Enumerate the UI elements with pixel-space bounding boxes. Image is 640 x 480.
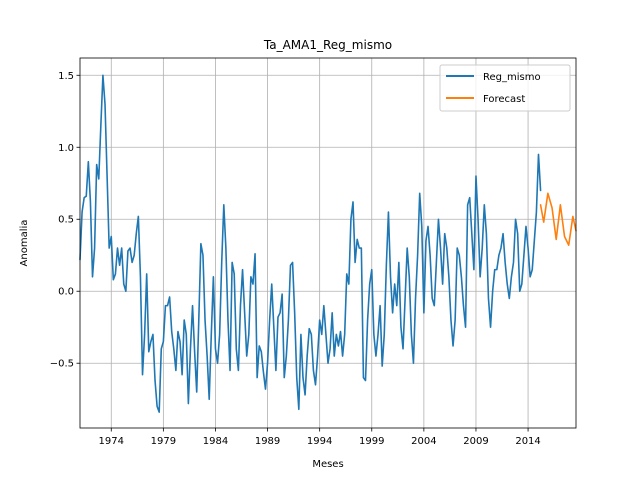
legend: Reg_mismo Forecast bbox=[439, 64, 571, 112]
y-tick-label: 0.0 bbox=[58, 287, 74, 298]
x-tick-label: 2004 bbox=[411, 436, 436, 447]
x-tick-label: 1989 bbox=[255, 436, 280, 447]
plot-frame bbox=[79, 57, 577, 429]
x-tick-label: 1984 bbox=[203, 436, 228, 447]
x-tick-label: 1979 bbox=[151, 436, 176, 447]
y-tick-label: −0.5 bbox=[50, 359, 74, 370]
y-tick-label: 1.5 bbox=[58, 71, 74, 82]
x-tick-label: 2009 bbox=[463, 436, 488, 447]
y-tick-label: 0.5 bbox=[58, 215, 74, 226]
legend-label-reg-mismo: Reg_mismo bbox=[483, 72, 541, 83]
legend-label-forecast: Forecast bbox=[483, 94, 525, 105]
x-tick-label: 1974 bbox=[99, 436, 124, 447]
chart-title: Ta_AMA1_Reg_mismo bbox=[263, 38, 392, 52]
x-tick-label: 1994 bbox=[307, 436, 332, 447]
axis-ticks: 1974 1979 1984 1989 1994 1999 2004 2009 2014 −0.5… bbox=[50, 71, 541, 447]
series-line-forecast bbox=[539, 192, 577, 246]
y-axis-label: Anomalia bbox=[19, 220, 30, 267]
series-line-reg-mismo bbox=[79, 74, 542, 413]
x-tick-label: 2014 bbox=[515, 436, 540, 447]
x-axis-label: Meses bbox=[312, 459, 343, 470]
y-tick-label: 1.0 bbox=[58, 143, 74, 154]
series-layer bbox=[79, 74, 577, 413]
x-tick-label: 1999 bbox=[359, 436, 384, 447]
